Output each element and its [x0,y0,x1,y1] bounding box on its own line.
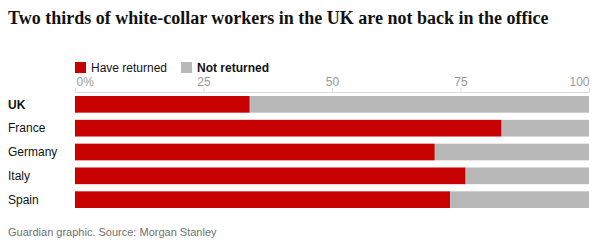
title: Two thirds of white-collar workers in th… [8,8,548,28]
bar [450,191,589,208]
bar [75,96,250,113]
bar [435,144,589,161]
bar [75,120,502,137]
bar [75,191,450,208]
tick-label: 100 [569,75,589,89]
tick: 0% [76,75,95,92]
category-label: France [8,121,46,135]
bar [250,96,589,113]
category-label: Germany [8,145,57,159]
tick: 25 [197,75,211,92]
legend-swatch [181,62,192,73]
tick-label: 50 [326,75,340,89]
legend-label: Have returned [91,61,167,75]
legend-item: Have returned [75,61,167,75]
x-axis: 0% 25 50 75 100 [76,75,590,93]
tick-label: 0% [77,75,95,89]
category-labels: UK France Germany Italy Spain [8,98,57,207]
legend: Have returned Not returned [75,61,269,75]
category-label: UK [8,98,26,112]
category-label: Italy [8,169,30,183]
legend-label: Not returned [197,61,269,75]
category-label: Spain [8,193,39,207]
legend-item: Not returned [181,61,269,75]
tick-label: 75 [454,75,468,89]
bar [75,144,435,161]
bar [502,120,589,137]
source: Guardian graphic. Source: Morgan Stanley [8,226,217,238]
chart-root: Two thirds of white-collar workers in th… [0,0,602,249]
bar [75,167,466,184]
tick-label: 25 [197,75,211,89]
tick: 100 [569,75,589,92]
bars [75,96,589,208]
legend-swatch [75,62,86,73]
tick: 75 [454,75,468,92]
series [250,96,589,208]
tick: 50 [326,75,340,92]
bar [466,167,589,184]
